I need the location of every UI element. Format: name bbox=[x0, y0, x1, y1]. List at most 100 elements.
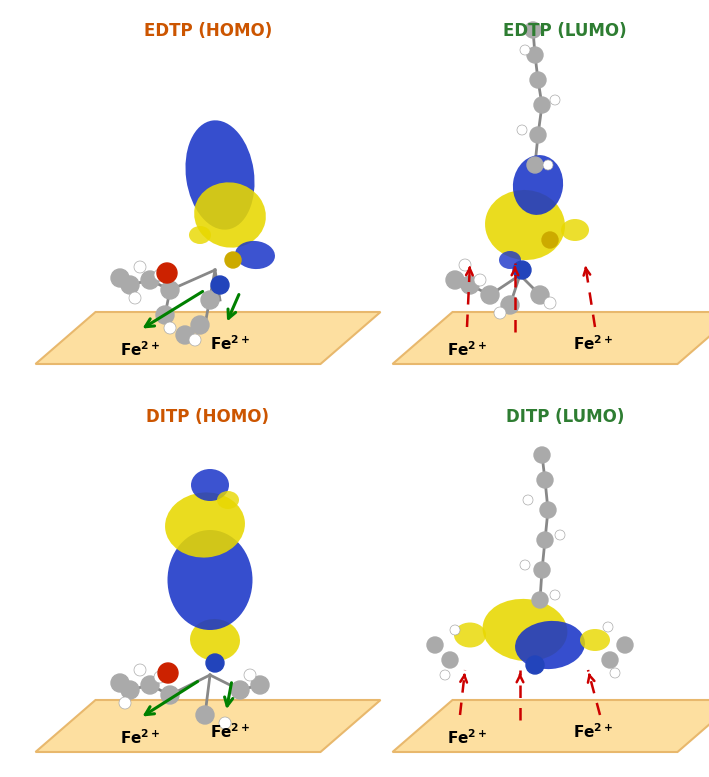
Circle shape bbox=[534, 97, 550, 113]
Circle shape bbox=[523, 495, 533, 505]
Circle shape bbox=[440, 670, 450, 680]
Circle shape bbox=[534, 447, 550, 463]
Circle shape bbox=[161, 686, 179, 704]
Circle shape bbox=[537, 472, 553, 488]
Circle shape bbox=[610, 668, 620, 678]
Circle shape bbox=[543, 160, 553, 170]
Circle shape bbox=[501, 296, 519, 314]
Circle shape bbox=[196, 706, 214, 724]
Ellipse shape bbox=[561, 219, 589, 241]
Ellipse shape bbox=[191, 469, 229, 501]
Circle shape bbox=[617, 637, 633, 653]
Ellipse shape bbox=[194, 183, 266, 248]
Circle shape bbox=[119, 697, 131, 709]
Text: $\mathbf{Fe^{2+}}$: $\mathbf{Fe^{2+}}$ bbox=[447, 340, 487, 359]
Circle shape bbox=[481, 286, 499, 304]
Ellipse shape bbox=[515, 621, 585, 669]
Polygon shape bbox=[35, 312, 381, 364]
Circle shape bbox=[189, 334, 201, 346]
Circle shape bbox=[540, 502, 556, 518]
Ellipse shape bbox=[499, 251, 521, 269]
Circle shape bbox=[244, 669, 256, 681]
Circle shape bbox=[544, 297, 556, 309]
Circle shape bbox=[219, 717, 231, 729]
Circle shape bbox=[129, 292, 141, 304]
Text: EDTP (LUMO): EDTP (LUMO) bbox=[503, 22, 627, 40]
Circle shape bbox=[525, 22, 541, 38]
Polygon shape bbox=[393, 312, 709, 364]
Circle shape bbox=[517, 125, 527, 135]
Polygon shape bbox=[35, 700, 381, 752]
Text: $\mathbf{Fe^{2+}}$: $\mathbf{Fe^{2+}}$ bbox=[447, 728, 487, 747]
Circle shape bbox=[527, 47, 543, 63]
Circle shape bbox=[530, 72, 546, 88]
Circle shape bbox=[161, 281, 179, 299]
Circle shape bbox=[446, 271, 464, 289]
Circle shape bbox=[550, 95, 560, 105]
Ellipse shape bbox=[580, 629, 610, 651]
Text: $\mathbf{Fe^{2+}}$: $\mathbf{Fe^{2+}}$ bbox=[573, 722, 613, 740]
Ellipse shape bbox=[167, 530, 252, 630]
Circle shape bbox=[154, 671, 166, 683]
Circle shape bbox=[520, 560, 530, 570]
Text: DITP (LUMO): DITP (LUMO) bbox=[506, 408, 624, 426]
Circle shape bbox=[603, 622, 613, 632]
Circle shape bbox=[474, 274, 486, 286]
Text: $\mathbf{Fe^{2+}}$: $\mathbf{Fe^{2+}}$ bbox=[573, 334, 613, 353]
Circle shape bbox=[530, 127, 546, 143]
Text: DITP (HOMO): DITP (HOMO) bbox=[147, 408, 269, 426]
Circle shape bbox=[134, 261, 146, 273]
Circle shape bbox=[537, 532, 553, 548]
Circle shape bbox=[459, 259, 471, 271]
Circle shape bbox=[494, 307, 506, 319]
Circle shape bbox=[154, 269, 166, 281]
Circle shape bbox=[427, 637, 443, 653]
Circle shape bbox=[520, 45, 530, 55]
Circle shape bbox=[550, 590, 560, 600]
Circle shape bbox=[157, 263, 177, 283]
Ellipse shape bbox=[190, 619, 240, 661]
Circle shape bbox=[513, 261, 531, 279]
Circle shape bbox=[158, 663, 178, 683]
Circle shape bbox=[141, 676, 159, 694]
Text: $\mathbf{Fe^{2+}}$: $\mathbf{Fe^{2+}}$ bbox=[210, 722, 250, 740]
Ellipse shape bbox=[454, 622, 486, 647]
Circle shape bbox=[121, 681, 139, 699]
Text: $\mathbf{Fe^{2+}}$: $\mathbf{Fe^{2+}}$ bbox=[120, 728, 160, 747]
Circle shape bbox=[450, 625, 460, 635]
Ellipse shape bbox=[235, 241, 275, 269]
Circle shape bbox=[602, 652, 618, 668]
Circle shape bbox=[206, 654, 224, 672]
Ellipse shape bbox=[513, 155, 563, 215]
Circle shape bbox=[176, 326, 194, 344]
Ellipse shape bbox=[485, 190, 565, 260]
Circle shape bbox=[534, 562, 550, 578]
Ellipse shape bbox=[483, 599, 567, 661]
Text: $\mathbf{Fe^{2+}}$: $\mathbf{Fe^{2+}}$ bbox=[210, 334, 250, 353]
Polygon shape bbox=[393, 700, 709, 752]
Circle shape bbox=[191, 316, 209, 334]
Circle shape bbox=[134, 664, 146, 676]
Ellipse shape bbox=[186, 120, 255, 230]
Circle shape bbox=[225, 252, 241, 268]
Text: EDTP (HOMO): EDTP (HOMO) bbox=[144, 22, 272, 40]
Circle shape bbox=[201, 291, 219, 309]
Circle shape bbox=[531, 286, 549, 304]
Circle shape bbox=[111, 674, 129, 692]
Circle shape bbox=[542, 232, 558, 248]
Circle shape bbox=[251, 676, 269, 694]
Circle shape bbox=[121, 276, 139, 294]
Ellipse shape bbox=[189, 226, 211, 244]
Circle shape bbox=[141, 271, 159, 289]
Circle shape bbox=[156, 306, 174, 324]
Circle shape bbox=[461, 276, 479, 294]
Circle shape bbox=[231, 681, 249, 699]
Circle shape bbox=[526, 656, 544, 674]
Circle shape bbox=[527, 157, 543, 173]
Circle shape bbox=[111, 269, 129, 287]
Circle shape bbox=[164, 322, 176, 334]
Text: $\mathbf{Fe^{2+}}$: $\mathbf{Fe^{2+}}$ bbox=[120, 340, 160, 359]
Circle shape bbox=[532, 592, 548, 608]
Circle shape bbox=[211, 276, 229, 294]
Ellipse shape bbox=[165, 493, 245, 558]
